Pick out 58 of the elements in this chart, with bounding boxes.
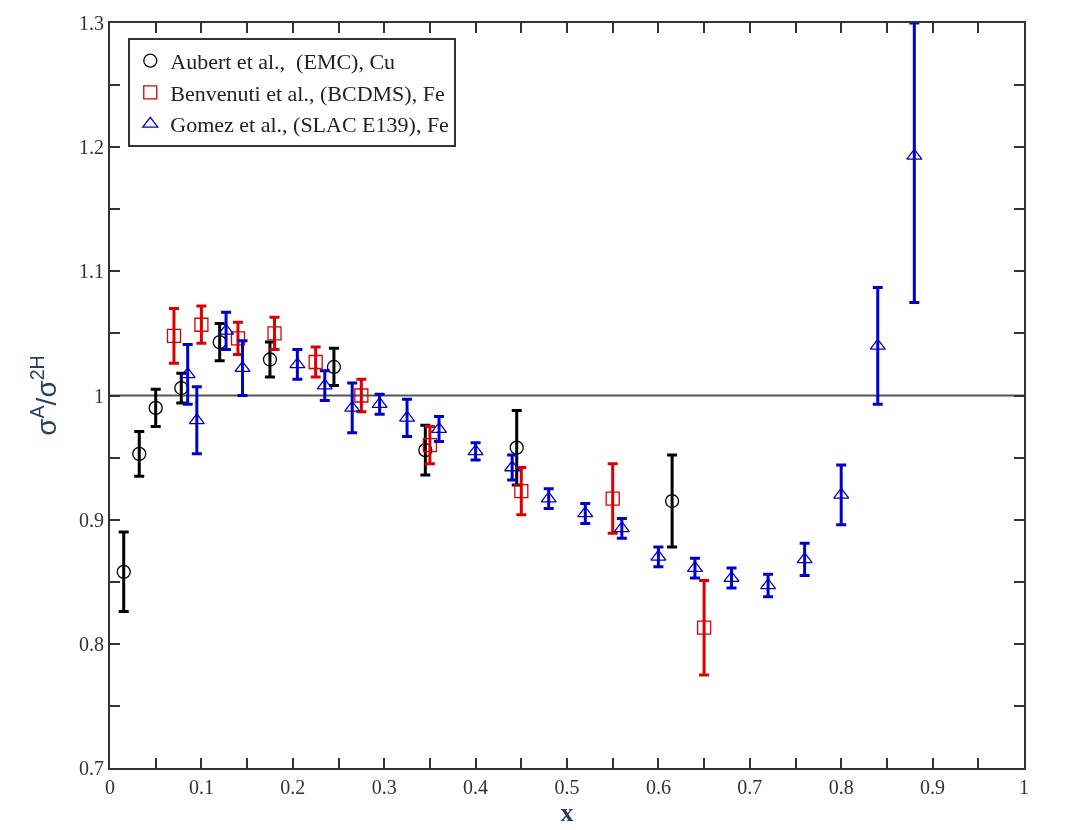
legend-label: Gomez et al., (SLAC E139), Fe [170, 112, 449, 138]
point [194, 317, 209, 332]
point [262, 352, 278, 367]
point [696, 620, 712, 635]
point [289, 357, 306, 369]
point [316, 378, 333, 390]
point [148, 400, 163, 416]
x-tick-label: 0.8 [828, 776, 854, 798]
point [308, 354, 323, 370]
legend-label: Aubert et al., (EMC), Cu [170, 49, 396, 75]
x-tick-label: 0.6 [645, 776, 671, 798]
point [869, 338, 886, 350]
x-tick-label: 0.4 [463, 776, 489, 798]
point [344, 400, 361, 412]
point [504, 460, 521, 472]
point [230, 331, 246, 346]
x-tick-label: 0.9 [920, 776, 946, 798]
point [188, 413, 205, 425]
x-tick-label: 0.1 [188, 776, 214, 798]
point [422, 438, 438, 453]
point [514, 483, 529, 499]
x-tick-label: 0.3 [371, 776, 397, 798]
point [326, 359, 342, 375]
point [664, 493, 680, 509]
point [267, 326, 282, 341]
x-tick-label: 0 [105, 776, 115, 798]
x-tick-label: 0.2 [280, 776, 306, 798]
y-tick-label: 0.8 [79, 632, 104, 655]
x-tick-label: 0.7 [737, 776, 763, 798]
point [467, 444, 484, 456]
point [540, 491, 557, 503]
point [577, 506, 594, 518]
point [796, 552, 813, 564]
y-tick-label: 1.3 [79, 12, 104, 34]
point [723, 570, 740, 582]
point [605, 491, 620, 506]
y-tick-label: 0.7 [79, 757, 104, 779]
point [116, 564, 131, 579]
point [418, 442, 433, 458]
y-tick-label: 0.9 [79, 508, 104, 531]
x-tick-label: 0.5 [554, 776, 580, 798]
point [833, 487, 850, 499]
point [371, 397, 388, 409]
point [132, 446, 147, 461]
point [613, 521, 630, 533]
x-axis-title: x [560, 798, 574, 827]
point [234, 361, 251, 373]
point [166, 328, 182, 344]
y-tick-label: 1.2 [79, 136, 104, 159]
point [906, 148, 923, 160]
point [179, 367, 196, 379]
point [650, 549, 667, 561]
y-tick-label: 1 [94, 384, 104, 407]
point [354, 388, 369, 403]
y-tick-label: 1.1 [79, 260, 104, 283]
x-tick-label: 1 [1019, 776, 1029, 798]
legend-label: Benvenuti et al., (BCDMS), Fe [170, 80, 445, 106]
point [509, 440, 524, 455]
